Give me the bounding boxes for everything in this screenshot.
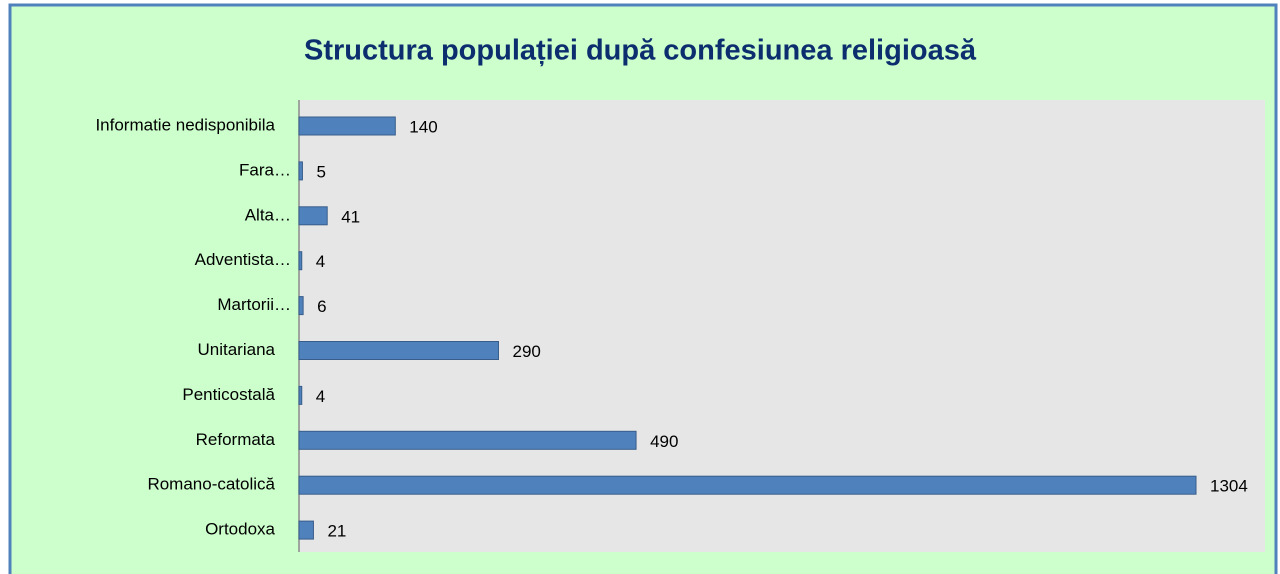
bar — [298, 520, 314, 540]
category-label: Fara… — [239, 160, 291, 179]
data-label: 4 — [316, 387, 325, 406]
bar — [298, 430, 637, 450]
data-label: 5 — [316, 162, 325, 181]
category-label: Martorii… — [217, 295, 291, 314]
bar — [298, 475, 1197, 495]
bar — [298, 385, 303, 405]
data-label: 490 — [650, 432, 678, 451]
chart-title: Structura populației după confesiunea re… — [304, 35, 977, 67]
bar — [298, 116, 396, 136]
data-label: 290 — [512, 342, 540, 361]
category-label: Alta… — [245, 205, 291, 224]
data-label: 6 — [317, 297, 326, 316]
data-label: 41 — [341, 207, 360, 226]
category-label: Adventista… — [195, 250, 291, 269]
category-label: Reformata — [196, 430, 276, 449]
category-label: Romano-catolică — [147, 475, 275, 494]
data-label: 21 — [327, 522, 346, 541]
bar — [298, 341, 499, 360]
category-label: Ortodoxa — [205, 520, 275, 539]
bar — [298, 206, 328, 226]
category-label: Penticostală — [182, 385, 275, 404]
data-label: 140 — [409, 117, 437, 136]
bar — [298, 251, 303, 271]
bar — [298, 296, 304, 316]
category-label: Informatie nedisponibila — [95, 115, 275, 134]
category-label: Unitariana — [198, 340, 276, 359]
bar — [298, 161, 303, 181]
data-label: 1304 — [1210, 477, 1248, 496]
data-label: 4 — [316, 252, 325, 271]
